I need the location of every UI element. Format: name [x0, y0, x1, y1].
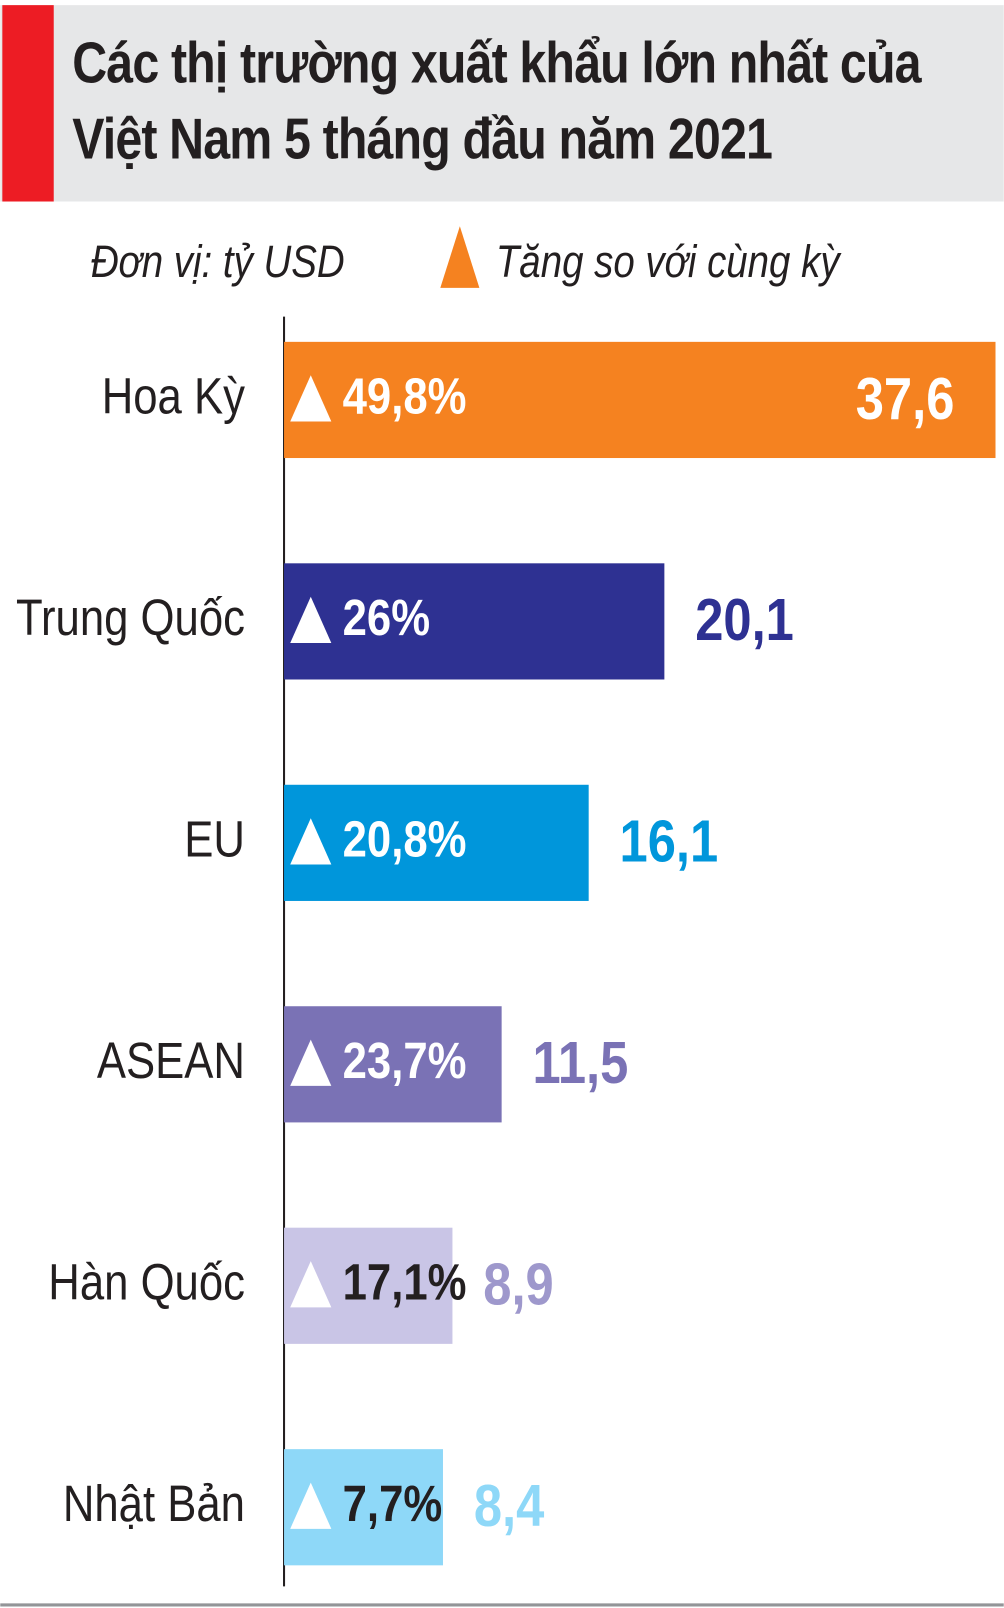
category-label-group: Hoa Kỳ: [102, 368, 245, 425]
value-label-group: 8,4: [474, 1472, 545, 1539]
growth-label: 17,1%: [343, 1254, 467, 1311]
growth-label-group: 17,1%: [343, 1254, 467, 1311]
title-container: Các thị trường xuất khẩu lớn nhất của Vi…: [72, 29, 921, 171]
category-label: Hoa Kỳ: [102, 368, 245, 425]
category-label: Hàn Quốc: [48, 1254, 245, 1311]
increase-icon: [290, 1482, 332, 1529]
unit-note: Đơn vị: tỷ USD: [91, 236, 345, 287]
value-label: 11,5: [532, 1029, 628, 1096]
value-label: 16,1: [620, 808, 719, 875]
value-label: 8,4: [474, 1472, 545, 1539]
growth-label-group: 23,7%: [343, 1033, 467, 1090]
value-label-group: 8,9: [483, 1251, 553, 1318]
category-label-group: EU: [184, 811, 245, 868]
legend-group: Tăng so với cùng kỳ: [496, 236, 842, 287]
category-label-group: ASEAN: [97, 1033, 245, 1090]
growth-label: 20,8%: [343, 811, 467, 868]
bar: [284, 784, 589, 901]
increase-icon: [290, 596, 332, 643]
category-label: EU: [184, 811, 245, 868]
growth-label: 49,8%: [343, 368, 467, 425]
category-label: Trung Quốc: [16, 590, 245, 647]
category-label-group: Hàn Quốc: [48, 1254, 245, 1311]
category-label-group: Nhật Bản: [63, 1476, 245, 1533]
legend-swatch: [440, 226, 480, 288]
increase-icon: [290, 1039, 332, 1086]
growth-label-group: 20,8%: [343, 811, 467, 868]
value-label: 8,9: [483, 1251, 553, 1318]
legend-label: Tăng so với cùng kỳ: [496, 236, 842, 287]
title-accent: [2, 5, 54, 202]
growth-label: 7,7%: [343, 1476, 443, 1533]
increase-icon: [290, 375, 332, 422]
growth-label: 23,7%: [343, 1033, 467, 1090]
value-label-group: 20,1: [695, 586, 794, 653]
unit-note-group: Đơn vị: tỷ USD: [91, 236, 345, 287]
value-label-group: 37,6: [856, 365, 955, 432]
title-background: [0, 5, 1004, 202]
category-label: Nhật Bản: [63, 1476, 245, 1533]
value-label: 37,6: [856, 365, 955, 432]
chart-title: Các thị trường xuất khẩu lớn nhất của Vi…: [72, 29, 921, 171]
value-label-group: 11,5: [532, 1029, 628, 1096]
growth-label-group: 49,8%: [343, 368, 467, 425]
bar: [284, 563, 665, 680]
category-label-group: Trung Quốc: [16, 590, 245, 647]
increase-icon: [290, 818, 332, 865]
growth-label: 26%: [343, 590, 430, 647]
bar: [284, 341, 996, 459]
value-label: 20,1: [695, 586, 794, 653]
growth-label-group: 26%: [343, 590, 430, 647]
category-label: ASEAN: [97, 1033, 245, 1090]
growth-label-group: 7,7%: [343, 1476, 443, 1533]
increase-icon: [290, 1261, 332, 1308]
value-label-group: 16,1: [620, 808, 719, 875]
